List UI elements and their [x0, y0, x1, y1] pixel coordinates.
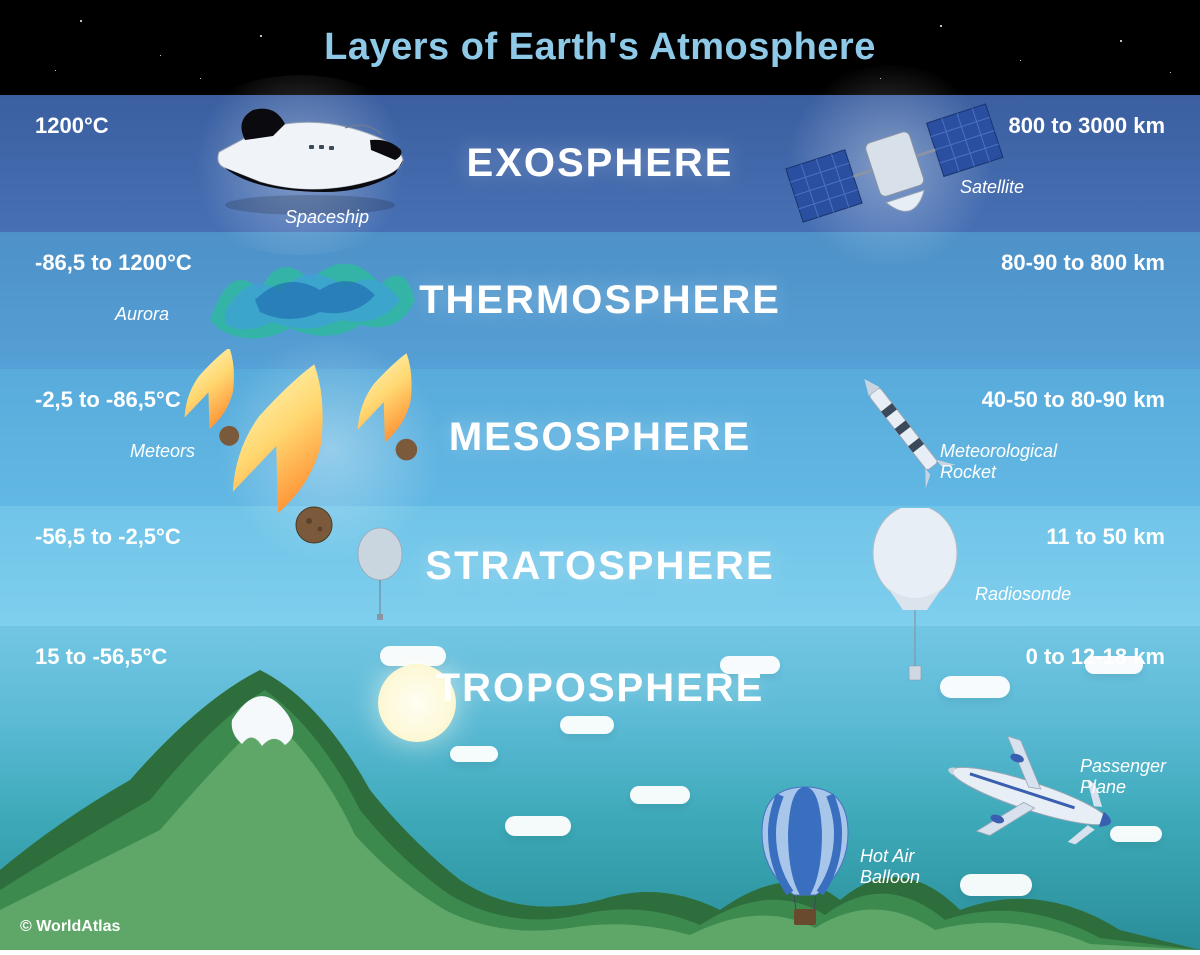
page-title: Layers of Earth's Atmosphere	[324, 26, 876, 69]
mesosphere-temperature: -2,5 to -86,5°C	[35, 387, 181, 413]
exosphere-temperature: 1200°C	[35, 113, 109, 139]
credit-text: © WorldAtlas	[20, 918, 120, 936]
troposphere-temperature: 15 to -56,5°C	[35, 644, 167, 670]
mesosphere-altitude: 40-50 to 80-90 km	[982, 387, 1165, 413]
thermosphere-temperature: -86,5 to 1200°C	[35, 250, 192, 276]
troposphere-altitude: 0 to 12-18 km	[1026, 644, 1165, 670]
layer-mesosphere: -2,5 to -86,5°C 40-50 to 80-90 km MESOSP…	[0, 369, 1200, 506]
met-rocket-label: Meteorological Rocket	[940, 441, 1057, 482]
stratosphere-temperature: -56,5 to -2,5°C	[35, 524, 181, 550]
layer-troposphere: 15 to -56,5°C 0 to 12-18 km TROPOSPHERE	[0, 626, 1200, 950]
troposphere-label: TROPOSPHERE	[436, 666, 765, 711]
layer-stratosphere: -56,5 to -2,5°C 11 to 50 km STRATOSPHERE…	[0, 506, 1200, 626]
layer-exosphere: 1200°C 800 to 3000 km EXOSPHERE Spaceshi…	[0, 95, 1200, 232]
aurora-label: Aurora	[115, 304, 169, 325]
mesosphere-label: MESOSPHERE	[449, 415, 751, 460]
stratosphere-label: STRATOSPHERE	[425, 544, 774, 589]
satellite-icon	[780, 80, 1010, 250]
satellite-label: Satellite	[960, 177, 1024, 198]
stratosphere-altitude: 11 to 50 km	[1046, 524, 1165, 550]
aurora-icon	[200, 240, 420, 355]
atmosphere-infographic: Layers of Earth's Atmosphere 1200°C 800 …	[0, 0, 1200, 950]
passenger-plane-label: Passenger Plane	[1080, 756, 1166, 797]
thermosphere-altitude: 80-90 to 800 km	[1001, 250, 1165, 276]
thermosphere-label: THERMOSPHERE	[419, 278, 781, 323]
exosphere-label: EXOSPHERE	[467, 141, 734, 186]
meteors-icon	[170, 349, 450, 549]
radiosonde-label: Radiosonde	[975, 584, 1071, 605]
radiosonde-icon	[860, 508, 970, 688]
hot-air-balloon-icon	[750, 781, 860, 931]
spaceship-icon	[205, 90, 415, 220]
exosphere-altitude: 800 to 3000 km	[1008, 113, 1165, 139]
hot-air-balloon-label: Hot Air Balloon	[860, 846, 920, 887]
space-header: Layers of Earth's Atmosphere	[0, 0, 1200, 95]
small-balloon-icon	[350, 526, 410, 626]
spaceship-label: Spaceship	[285, 207, 369, 228]
meteors-label: Meteors	[130, 441, 195, 462]
